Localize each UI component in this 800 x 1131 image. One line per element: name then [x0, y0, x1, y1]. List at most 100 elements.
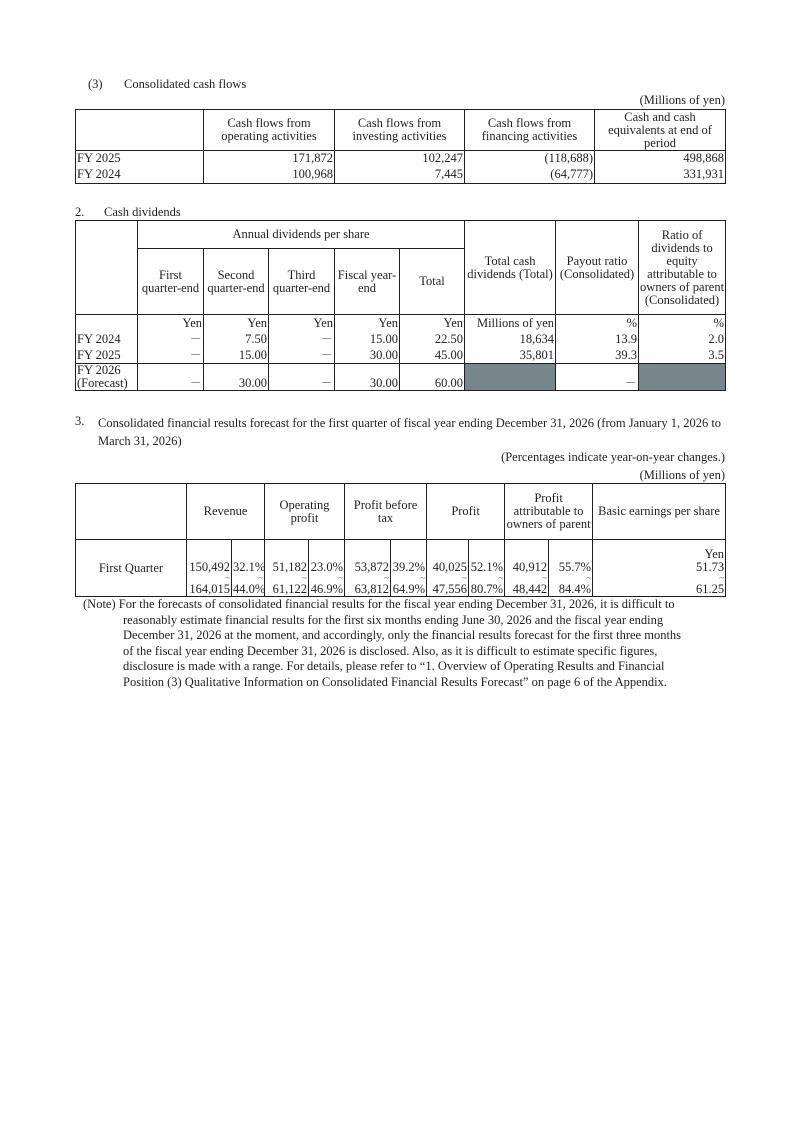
- cell: 2.0: [638, 331, 727, 348]
- forecast-unit: (Millions of yen): [639, 468, 725, 482]
- forecast-note: (Note) For the forecasts of consolidated…: [83, 597, 733, 690]
- eps-cell: Yen 51.73 ~61.25: [592, 539, 727, 597]
- cell: 102,247: [334, 150, 465, 167]
- note-line: of the fiscal year ending December 31, 2…: [123, 643, 658, 658]
- high-value: 46.9%: [310, 582, 344, 596]
- low-value: 55.7%: [558, 560, 592, 574]
- tilde: ~: [338, 573, 344, 583]
- table-row-forecast: FY 2026 (Forecast) － 30.00 － 30.00 60.00…: [75, 363, 727, 391]
- tilde: ~: [420, 573, 426, 583]
- col-header: Operating profit: [264, 483, 346, 540]
- forecast-table: Revenue Operating profit Profit before t…: [75, 483, 727, 597]
- cell: 30.00: [203, 363, 269, 391]
- col-header: Cash and cash equivalents at end of peri…: [594, 109, 726, 151]
- note-line: For the forecasts of consolidated financ…: [118, 597, 675, 611]
- cell: 30.00: [334, 347, 400, 364]
- row-label: FY 2024: [75, 331, 138, 348]
- high-value: 164,015: [189, 582, 230, 596]
- shaded-cell: [638, 363, 727, 391]
- table-row: FY 2024 100,968 7,445 (64,777) 331,931: [75, 166, 726, 184]
- high-value: 63,812: [354, 582, 390, 596]
- high-value: 44.0%: [233, 582, 265, 596]
- dividends-heading-number: 2.: [75, 205, 85, 219]
- forecast-heading-number: 3.: [75, 414, 85, 428]
- range-cell: 52.1% ~80.7%: [468, 539, 506, 597]
- col-header: Profit attributable to owners of parent: [504, 483, 594, 540]
- cell: 35,801: [464, 347, 557, 364]
- unit: %: [555, 314, 640, 332]
- note-line: Position (3) Qualitative Information on …: [123, 674, 668, 689]
- row-label: FY 2024: [75, 166, 204, 184]
- cell: 3.5: [638, 347, 727, 364]
- cell: 39.3: [555, 347, 640, 364]
- cell: －: [268, 347, 335, 364]
- low-value: 32.1%: [233, 560, 265, 574]
- group-header: Annual dividends per share: [136, 220, 466, 249]
- col-header: Cash flows from financing activities: [464, 109, 595, 151]
- cell: 7,445: [334, 166, 465, 184]
- range-cell: 53,872 ~63,812: [344, 539, 392, 597]
- cell: －: [137, 363, 204, 391]
- note-line: disclosure is made with a range. For det…: [123, 659, 665, 673]
- range-cell: 150,492 ~164,015: [186, 539, 232, 597]
- col-header: Profit before tax: [344, 483, 428, 540]
- cell: －: [555, 363, 640, 391]
- header-blank: [75, 483, 187, 540]
- header-blank: [75, 109, 204, 151]
- col-header: Revenue: [185, 483, 266, 540]
- low-value: 40,912: [512, 560, 548, 574]
- cell: －: [137, 331, 204, 348]
- unit: Yen: [137, 314, 204, 332]
- unit: Yen: [203, 314, 269, 332]
- col-header: Basic earnings per share: [592, 483, 727, 540]
- forecast-heading: Consolidated financial results forecast …: [98, 416, 722, 448]
- table-row: FY 2025 171,872 102,247 (118,688) 498,86…: [75, 150, 726, 167]
- row-label: FY 2026 (Forecast): [75, 363, 138, 391]
- low-value: 23.0%: [310, 560, 344, 574]
- tilde: ~: [302, 573, 308, 583]
- cell: －: [268, 363, 335, 391]
- cell: 22.50: [398, 331, 466, 348]
- tilde: ~: [498, 573, 504, 583]
- range-cell: 32.1% ~44.0%: [230, 539, 266, 597]
- eps-unit: Yen: [704, 547, 725, 561]
- low-value: 52.1%: [470, 560, 504, 574]
- row-label: FY 2025: [75, 347, 138, 364]
- col-header: Total cash dividends (Total): [464, 220, 557, 315]
- cell: 15.00: [203, 347, 269, 364]
- row-label: FY 2025: [75, 150, 204, 167]
- tilde: ~: [462, 573, 468, 583]
- high-value: 64.9%: [392, 582, 426, 596]
- col-header: Ratio of dividends to equity attributabl…: [638, 220, 727, 315]
- note-prefix: (Note): [83, 597, 116, 611]
- tilde: ~: [542, 573, 548, 583]
- range-cell: 55.7% ~84.4%: [548, 539, 594, 597]
- cell: 30.00: [334, 363, 400, 391]
- units-row: Yen Yen Yen Yen Yen Millions of yen % %: [75, 314, 727, 332]
- high-value: 84.4%: [558, 582, 592, 596]
- high-value: 61,122: [272, 582, 308, 596]
- range-cell: 40,025 ~47,556: [426, 539, 470, 597]
- range-cell: 23.0% ~46.9%: [308, 539, 346, 597]
- tilde: ~: [225, 573, 230, 583]
- low-value: 53,872: [354, 560, 390, 574]
- unit: Yen: [334, 314, 400, 332]
- range-cell: 40,912 ~48,442: [504, 539, 550, 597]
- low-value: 51,182: [272, 560, 308, 574]
- cell: 100,968: [203, 166, 335, 184]
- header-blank: [75, 220, 138, 315]
- cell: 498,868: [594, 150, 726, 167]
- cell: 18,634: [464, 331, 557, 348]
- note-line: reasonably estimate financial results fo…: [123, 612, 664, 627]
- high-value: 61.25: [695, 582, 725, 596]
- low-value: 39.2%: [392, 560, 426, 574]
- cell: 13.9: [555, 331, 640, 348]
- tilde: ~: [258, 573, 264, 583]
- cell: (118,688): [464, 150, 595, 167]
- note-line: December 31, 2026 at the moment, and acc…: [123, 628, 682, 642]
- col-header: Payout ratio (Consolidated): [555, 220, 640, 315]
- unit: Yen: [398, 314, 466, 332]
- col-header: Total: [398, 248, 466, 315]
- range-cell: 51,182 ~61,122: [264, 539, 310, 597]
